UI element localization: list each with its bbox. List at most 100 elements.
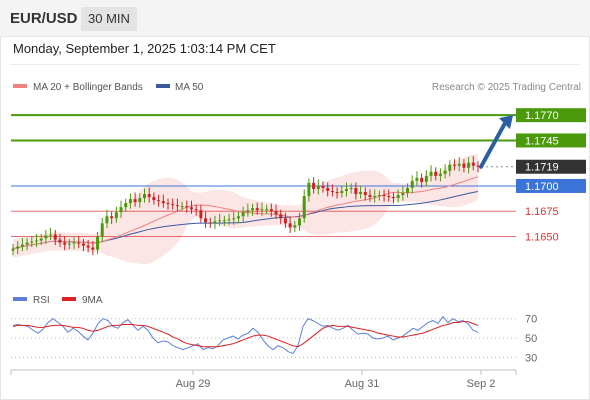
candle-body: [429, 171, 433, 176]
candle-body: [448, 164, 452, 171]
rsi-ma-legend-swatch: [62, 297, 76, 301]
forecast-arrow-group: [479, 115, 513, 169]
candle-body: [67, 243, 71, 245]
candle-body: [251, 208, 255, 211]
rsi-panel: 70 50 30: [11, 314, 537, 364]
datetime-label: Monday, September 1, 2025 1:03:14 PM CET: [13, 41, 276, 56]
candle-body: [180, 206, 184, 208]
candle-body: [424, 175, 428, 182]
candle-body: [157, 200, 161, 202]
candle-body: [434, 171, 438, 176]
candle-body: [138, 198, 142, 203]
candle-body: [387, 196, 391, 198]
candle-body: [185, 206, 189, 208]
candle-body: [354, 187, 358, 195]
candle-body: [298, 218, 302, 226]
candle-body: [363, 192, 367, 196]
candle-body: [72, 242, 76, 244]
candle-body: [189, 207, 193, 210]
candle-body: [34, 240, 38, 242]
level-label-1.1700: 1.1700: [525, 181, 559, 193]
candle-body: [457, 163, 461, 166]
candle-body: [269, 209, 273, 212]
candle-body: [81, 243, 85, 246]
candle-body: [194, 209, 198, 211]
level-label-1.1719: 1.1719: [525, 162, 559, 174]
candle-body: [326, 187, 330, 191]
candle-body: [152, 197, 156, 201]
rsi-legend-label: RSI: [33, 295, 50, 306]
candle-body: [316, 185, 320, 189]
candle-body: [255, 208, 259, 211]
candle-body: [302, 196, 306, 219]
candle-body: [373, 196, 377, 198]
candle-body: [293, 225, 297, 228]
divider: [10, 64, 580, 65]
rsi-tick-label-50: 50: [525, 333, 537, 345]
candle-body: [63, 242, 67, 245]
candle-body: [175, 205, 179, 207]
candle-body: [467, 162, 471, 168]
candle-body: [401, 193, 405, 196]
rsi-tick-label-70: 70: [525, 314, 537, 326]
candle-body: [213, 221, 217, 224]
candle-body: [44, 235, 48, 239]
candle-body: [86, 245, 90, 248]
candle-body: [420, 177, 424, 182]
candle-body: [415, 177, 419, 181]
candle-body: [39, 238, 43, 241]
candle-body: [161, 201, 165, 204]
candle-body: [11, 248, 15, 251]
candle-body: [344, 188, 348, 191]
level-label-1.1675: 1.1675: [525, 206, 559, 218]
candle-body: [241, 212, 245, 217]
candle-body: [128, 199, 132, 204]
candle-body: [312, 182, 316, 189]
candle-body: [391, 197, 395, 199]
candle-body: [443, 170, 447, 174]
candle-body: [96, 236, 100, 250]
candle-body: [236, 216, 240, 219]
candle-body: [260, 209, 264, 211]
level-tag-1.1745: [516, 133, 586, 148]
header-bar: EUR/USD 30 MIN: [0, 0, 590, 37]
candle-body: [222, 220, 226, 222]
x-axis: Aug 29 Aug 31 Sep 2: [10, 370, 517, 390]
forecast-arrow-head: [499, 115, 513, 130]
level-label-1.1770: 1.1770: [525, 110, 559, 122]
candle-body: [330, 191, 334, 193]
candle-body: [91, 247, 95, 250]
candle-body: [53, 234, 57, 240]
candle-body: [143, 194, 147, 199]
candle-body: [349, 187, 353, 189]
timeframe-button[interactable]: 30 MIN: [81, 7, 137, 31]
candle-body: [147, 194, 151, 198]
level-label-1.1650: 1.1650: [525, 232, 559, 244]
candle-body: [246, 210, 250, 213]
candle-body: [58, 239, 62, 243]
candle-body: [359, 192, 363, 195]
rsi-line: [12, 315, 479, 355]
candle-body: [335, 192, 339, 194]
rsi-tick-label-30: 30: [525, 352, 537, 364]
candle-body: [208, 222, 212, 224]
ma50-legend-label: MA 50: [175, 82, 204, 93]
rsi-legend-swatch: [13, 297, 27, 301]
bollinger-bands: [13, 153, 478, 265]
symbol-label: EUR/USD: [10, 10, 78, 27]
ma20-line: [12, 176, 479, 250]
candle-body: [77, 242, 81, 244]
candle-body: [368, 195, 372, 198]
forecast-arrow: [479, 121, 507, 169]
candle-body: [199, 210, 203, 219]
rsi-legend: RSI 9MA: [13, 295, 103, 306]
candle-body: [171, 204, 175, 206]
candle-body: [340, 191, 344, 194]
candle-body: [16, 246, 20, 249]
ma20-legend-swatch: [13, 84, 27, 88]
candle-body: [321, 185, 325, 188]
candle-body: [438, 173, 442, 176]
ma20-legend-label: MA 20 + Bollinger Bands: [33, 82, 143, 93]
candle-body: [227, 219, 231, 221]
